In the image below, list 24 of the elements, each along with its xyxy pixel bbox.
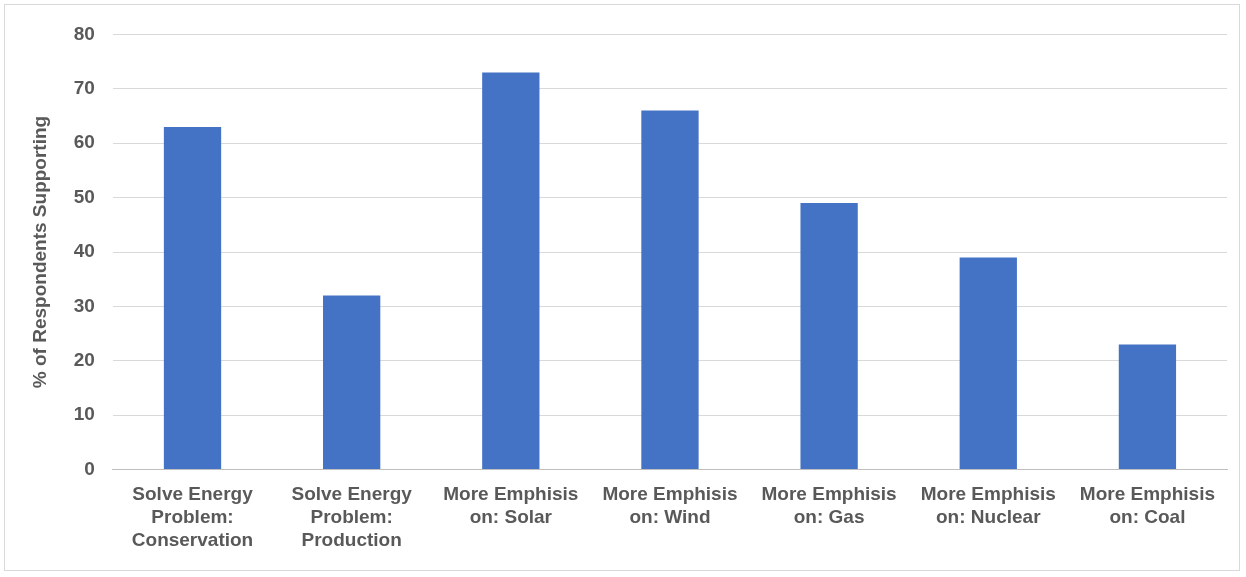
y-tick-label: 70 [73, 77, 95, 99]
x-tick-label: More Emphisis on: Gas [761, 483, 897, 528]
y-tick-label: 30 [73, 294, 95, 316]
y-tick-label: 50 [73, 185, 95, 207]
y-tick-label: 40 [73, 240, 95, 262]
x-tick-label: More Emphisis on: Wind [602, 483, 738, 528]
x-tick-label: Solve Energy Problem: Production [291, 483, 413, 550]
x-tick-label: More Emphisis on: Coal [1079, 483, 1215, 528]
y-axis-title: % of Respondents Supporting [28, 115, 50, 389]
y-tick-label: 10 [73, 403, 95, 425]
x-tick-label: More Emphisis on: Solar [443, 483, 579, 528]
bar [959, 257, 1017, 470]
y-tick-label: 60 [73, 131, 95, 153]
x-tick-label: Solve Energy Problem: Conservation [131, 483, 254, 550]
y-tick-label: 0 [84, 457, 95, 479]
bar [800, 203, 858, 470]
y-tick-label: 20 [73, 349, 95, 371]
bar [323, 295, 381, 470]
y-tick-label: 80 [73, 22, 95, 44]
bar [641, 110, 699, 470]
bar [163, 126, 222, 470]
bar [1118, 344, 1177, 470]
x-tick-label: More Emphisis on: Nuclear [920, 483, 1056, 528]
bar [482, 72, 540, 470]
